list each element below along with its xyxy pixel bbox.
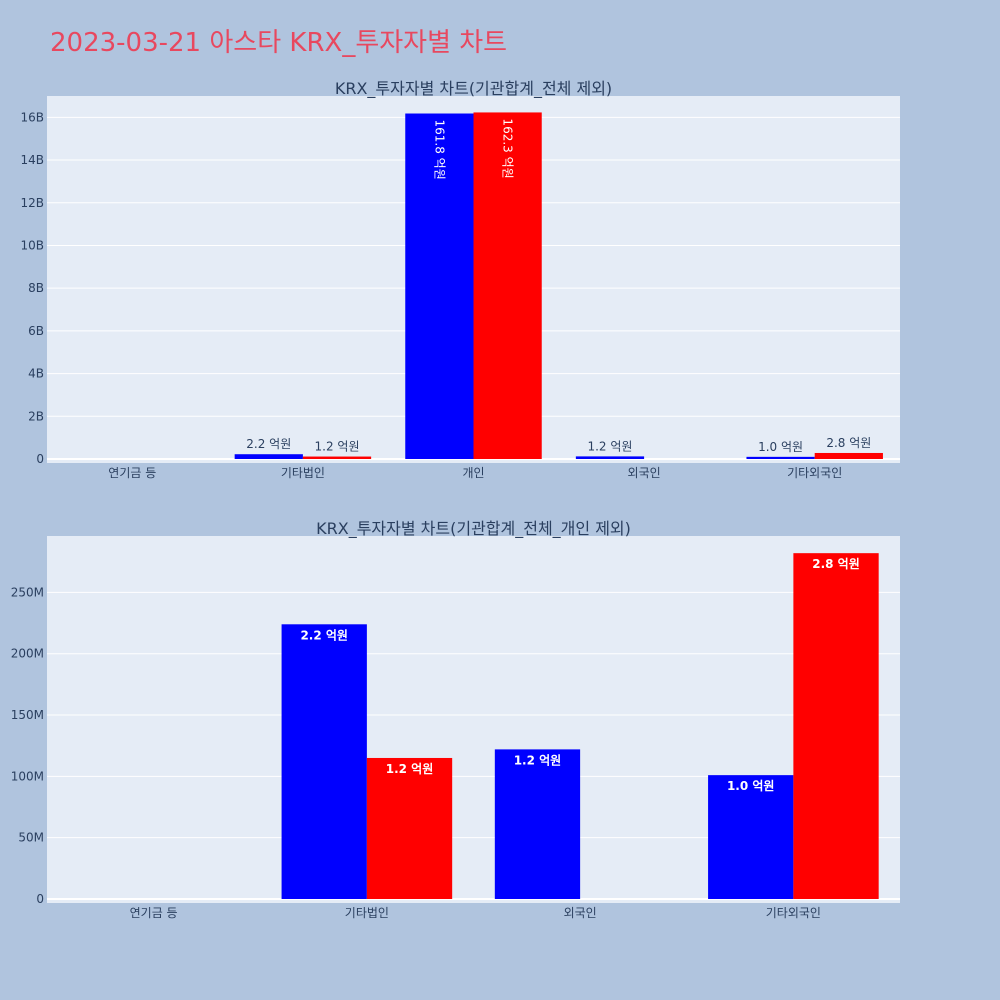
bar (281, 624, 367, 899)
data-label: 1.0 억원 (758, 440, 803, 454)
x-tick-label: 기타법인 (345, 906, 389, 920)
data-label: 1.2 억원 (514, 753, 562, 767)
data-label: 161.8 억원 (432, 120, 446, 180)
x-tick-label: 기타법인 (281, 466, 325, 480)
page-title: 2023-03-21 아스타 KRX_투자자별 차트 (50, 28, 508, 58)
chart-investor-excl-individual: 0 50M 100M 150M 200M 250M KRX_투자자별 차트(기관합계_전체_… (11, 519, 900, 920)
chart-title: KRX_투자자별 차트(기관합계_전체 제외) (335, 79, 612, 99)
y-tick-label: 14B (20, 153, 44, 167)
x-tick-label: 기타외국인 (766, 906, 821, 920)
data-label: 2.8 억원 (812, 557, 860, 571)
bar (405, 113, 474, 460)
data-label: 1.2 억원 (386, 762, 434, 776)
data-label: 1.0 억원 (727, 779, 775, 793)
bar (708, 775, 794, 899)
bar (473, 112, 542, 459)
x-tick-label: 기타외국인 (787, 466, 842, 480)
x-tick-label: 외국인 (628, 466, 661, 480)
bar (302, 456, 372, 459)
bar (575, 456, 645, 459)
data-label: 2.2 억원 (300, 628, 348, 642)
chart-title: KRX_투자자별 차트(기관합계_전체_개인 제외) (316, 519, 631, 539)
data-label: 1.2 억원 (587, 439, 632, 453)
y-tick-label: 250M (11, 585, 44, 599)
data-label: 1.2 억원 (315, 440, 360, 454)
y-tick-label: 16B (20, 110, 44, 124)
bar (793, 553, 879, 899)
x-tick-label: 외국인 (564, 906, 597, 920)
bar (234, 454, 303, 459)
data-label: 2.2 억원 (246, 437, 291, 451)
y-tick-label: 8B (28, 281, 44, 295)
bar (814, 452, 883, 459)
bar (494, 749, 581, 899)
y-tick-label: 12B (20, 196, 44, 210)
y-tick-label: 200M (11, 647, 44, 661)
x-tick-label: 연기금 등 (108, 466, 156, 480)
x-tick-label: 연기금 등 (130, 906, 178, 920)
y-tick-label: 4B (28, 367, 44, 381)
y-tick-label: 0 (36, 452, 44, 466)
y-tick-label: 0 (36, 892, 44, 906)
data-label: 162.3 억원 (501, 118, 515, 178)
bar (366, 757, 453, 899)
y-tick-label: 50M (18, 831, 44, 845)
y-tick-label: 6B (28, 324, 44, 338)
x-tick-label: 개인 (462, 466, 484, 480)
y-tick-label: 100M (11, 769, 44, 783)
data-label: 2.8 억원 (826, 436, 871, 450)
y-tick-label: 10B (20, 238, 44, 252)
chart-investor-all: 0 2B 4B 6B 8B 10B 12B 14B 16B KRX_투자자별 차트(기관합계_전체… (20, 79, 900, 480)
bar (746, 456, 815, 459)
y-tick-label: 2B (28, 409, 44, 423)
y-tick-label: 150M (11, 708, 44, 722)
